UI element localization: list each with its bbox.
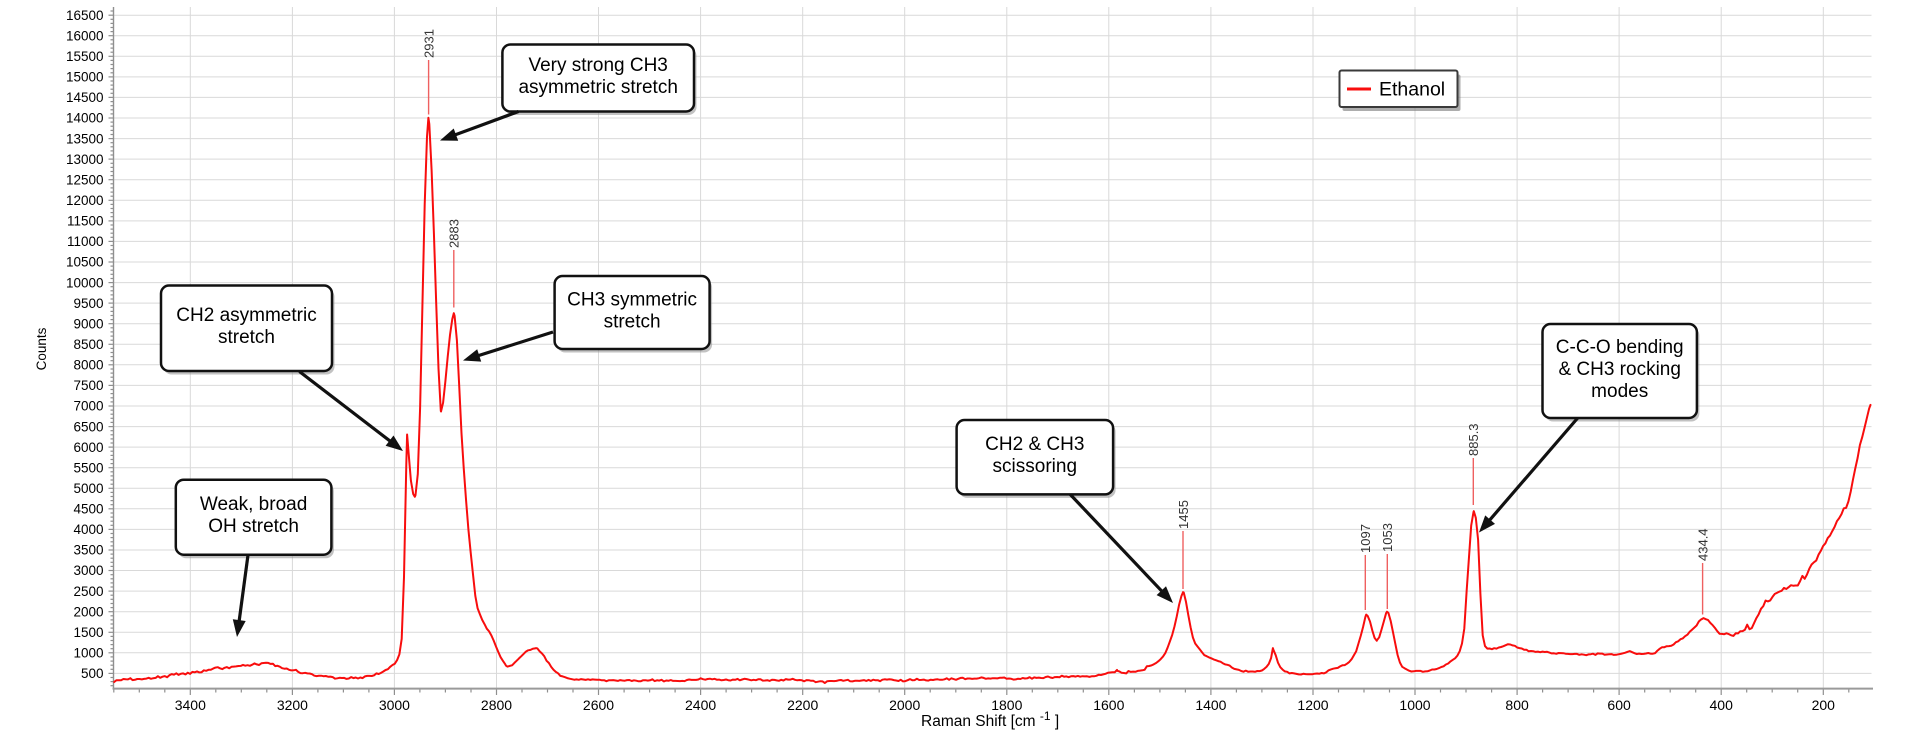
svg-text:14000: 14000 — [66, 111, 104, 126]
svg-text:Very strong CH3: Very strong CH3 — [528, 55, 667, 76]
svg-text:1455: 1455 — [1176, 500, 1191, 529]
svg-text:16000: 16000 — [66, 28, 104, 43]
svg-text:Ethanol: Ethanol — [1379, 79, 1445, 101]
svg-text:14500: 14500 — [66, 90, 104, 105]
svg-text:3000: 3000 — [379, 697, 410, 713]
svg-text:1053: 1053 — [1380, 523, 1395, 552]
svg-text:7000: 7000 — [73, 399, 103, 414]
svg-text:2883: 2883 — [447, 219, 462, 248]
svg-text:15000: 15000 — [66, 70, 104, 85]
svg-text:434.4: 434.4 — [1695, 528, 1710, 561]
svg-text:2500: 2500 — [73, 584, 103, 599]
svg-text:3500: 3500 — [73, 543, 103, 558]
svg-text:885.3: 885.3 — [1466, 423, 1481, 456]
svg-text:13000: 13000 — [66, 152, 104, 167]
svg-text:CH2 & CH3: CH2 & CH3 — [985, 434, 1084, 455]
svg-text:16500: 16500 — [66, 8, 104, 23]
svg-text:1500: 1500 — [73, 625, 103, 640]
svg-text:6000: 6000 — [73, 440, 103, 455]
svg-text:600: 600 — [1607, 697, 1631, 713]
svg-text:asymmetric stretch: asymmetric stretch — [518, 77, 677, 98]
svg-text:9500: 9500 — [73, 296, 103, 311]
svg-text:11000: 11000 — [67, 234, 104, 249]
svg-text:15500: 15500 — [66, 49, 104, 64]
svg-text:500: 500 — [81, 666, 104, 681]
svg-text:5500: 5500 — [73, 460, 103, 475]
svg-text:1400: 1400 — [1195, 697, 1226, 713]
svg-text:2000: 2000 — [889, 697, 920, 713]
svg-text:3200: 3200 — [277, 697, 308, 713]
svg-text:200: 200 — [1812, 697, 1836, 713]
svg-text:4000: 4000 — [73, 522, 103, 537]
svg-text:2800: 2800 — [481, 697, 512, 713]
svg-text:1000: 1000 — [73, 646, 103, 661]
svg-text:Weak, broad: Weak, broad — [200, 494, 307, 515]
svg-text:CH2 asymmetric: CH2 asymmetric — [176, 305, 316, 326]
svg-text:400: 400 — [1710, 697, 1734, 713]
svg-text:6500: 6500 — [73, 419, 103, 434]
svg-text:modes: modes — [1591, 381, 1648, 402]
svg-text:4500: 4500 — [73, 502, 103, 517]
svg-text:2600: 2600 — [583, 697, 614, 713]
svg-text:9000: 9000 — [73, 316, 103, 331]
svg-text:CH3 symmetric: CH3 symmetric — [567, 289, 697, 310]
svg-text:3400: 3400 — [175, 697, 206, 713]
svg-text:1000: 1000 — [1399, 697, 1430, 713]
svg-text:& CH3 rocking: & CH3 rocking — [1558, 359, 1681, 380]
svg-text:3000: 3000 — [73, 563, 103, 578]
svg-text:13500: 13500 — [66, 131, 104, 146]
svg-text:10000: 10000 — [66, 275, 104, 290]
svg-text:800: 800 — [1505, 697, 1529, 713]
svg-text:2000: 2000 — [73, 604, 103, 619]
svg-text:8500: 8500 — [73, 337, 103, 352]
svg-text:12000: 12000 — [66, 193, 104, 208]
svg-text:Counts: Counts — [34, 327, 49, 370]
svg-text:12500: 12500 — [66, 172, 104, 187]
svg-text:Raman Shift [cm -1 ]: Raman Shift [cm -1 ] — [921, 709, 1059, 730]
svg-text:C-C-O bending: C-C-O bending — [1556, 337, 1684, 358]
svg-text:1097: 1097 — [1358, 524, 1373, 553]
svg-text:2400: 2400 — [685, 697, 716, 713]
svg-text:scissoring: scissoring — [993, 456, 1077, 477]
svg-text:stretch: stretch — [604, 311, 661, 332]
svg-text:stretch: stretch — [218, 327, 275, 348]
svg-text:1800: 1800 — [991, 697, 1022, 713]
svg-text:1600: 1600 — [1093, 697, 1124, 713]
svg-text:1200: 1200 — [1297, 697, 1328, 713]
svg-text:2931: 2931 — [421, 29, 436, 58]
svg-text:8000: 8000 — [73, 358, 103, 373]
svg-text:10500: 10500 — [66, 255, 104, 270]
svg-text:2200: 2200 — [787, 697, 818, 713]
svg-text:11500: 11500 — [67, 214, 104, 229]
svg-text:7500: 7500 — [73, 378, 103, 393]
svg-text:OH stretch: OH stretch — [208, 516, 299, 537]
svg-text:5000: 5000 — [73, 481, 103, 496]
